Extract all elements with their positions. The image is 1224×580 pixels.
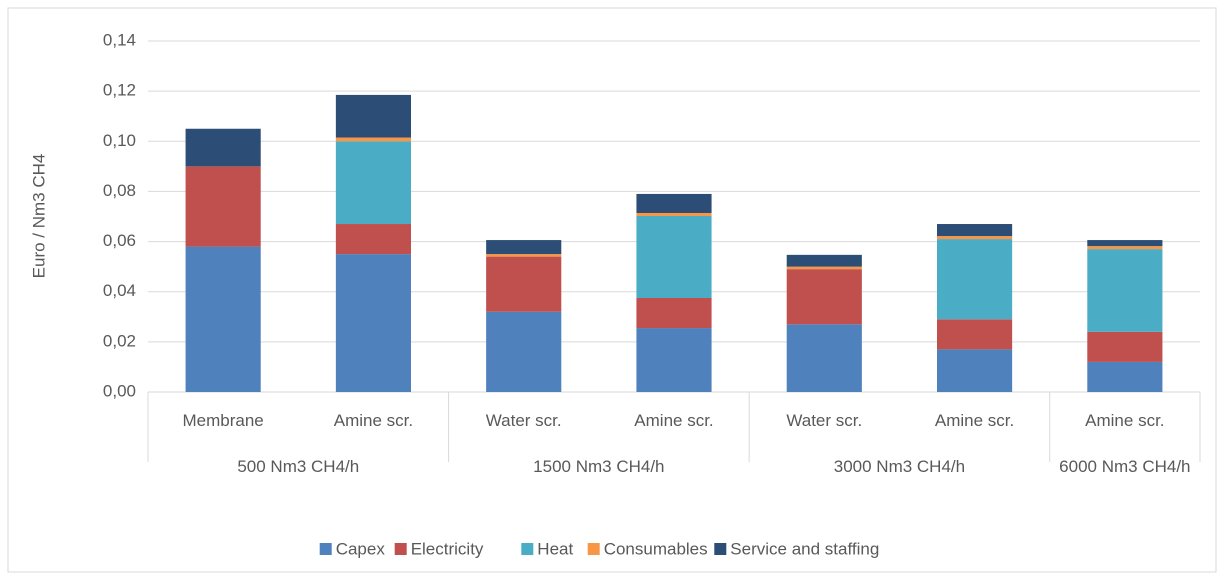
x-tick-label: Amine scr. <box>634 411 714 430</box>
x-tick-label: Amine scr. <box>333 411 414 430</box>
y-tick-label: 0,04 <box>103 281 136 300</box>
legend-swatch <box>714 543 727 555</box>
legend-swatch <box>587 543 600 555</box>
bar-segment <box>786 324 862 392</box>
bar-segment <box>335 254 411 392</box>
legend-label: Electricity <box>411 539 484 558</box>
bar-segment <box>937 236 1013 240</box>
bar-segment <box>185 128 261 167</box>
legend-swatch <box>319 543 332 555</box>
x-tick-label: Amine scr. <box>934 411 1015 430</box>
bar-segment <box>486 311 562 392</box>
legend-swatch <box>394 543 407 555</box>
bar-segment <box>1087 361 1163 392</box>
bar-segment <box>786 254 862 267</box>
bar-segment <box>937 239 1013 320</box>
y-tick-label: 0,02 <box>103 331 136 350</box>
legend-swatch <box>521 543 534 555</box>
bar-segment <box>1087 249 1163 332</box>
group-label: 500 Nm3 CH4/h <box>237 457 360 476</box>
bar-segment <box>335 137 411 142</box>
y-tick-label: 0,12 <box>103 81 136 100</box>
bar-segment <box>185 246 261 392</box>
y-tick-label: 0,08 <box>103 181 136 200</box>
legend-label: Capex <box>336 539 386 558</box>
bar-segment <box>786 269 862 325</box>
bar-segment <box>185 166 261 247</box>
group-label: 1500 Nm3 CH4/h <box>533 457 665 476</box>
chart-border <box>7 7 1217 573</box>
y-tick-label: 0,00 <box>103 381 136 400</box>
bar-segment <box>937 319 1013 350</box>
bar-segment <box>486 254 562 257</box>
bar-segment <box>486 240 562 255</box>
bar-segment <box>636 193 712 213</box>
bar-segment <box>636 212 712 216</box>
y-tick-label: 0,10 <box>103 131 136 150</box>
bar-segment <box>1087 240 1163 247</box>
x-tick-label: Membrane <box>182 411 264 430</box>
legend-label: Consumables <box>604 539 708 558</box>
bar-segment <box>335 224 411 255</box>
legend-label: Heat <box>537 539 573 558</box>
y-tick-label: 0,14 <box>103 30 136 49</box>
bar-segment <box>335 94 411 138</box>
group-label: 6000 Nm3 CH4/h <box>1059 457 1191 476</box>
y-axis-title: Euro / Nm3 CH4 <box>29 154 48 279</box>
y-tick-label: 0,06 <box>103 231 136 250</box>
bar-segment <box>335 141 411 225</box>
legend-label: Service and staffing <box>730 539 879 558</box>
bar-segment <box>636 328 712 392</box>
x-tick-label: Water scr. <box>485 411 562 430</box>
bar-segment <box>937 224 1013 237</box>
bar-segment <box>636 297 712 329</box>
bar-segment <box>937 349 1013 392</box>
bar-segment <box>636 215 712 298</box>
bar-segment <box>1087 331 1163 362</box>
bar-segment <box>1087 246 1163 250</box>
x-tick-label: Amine scr. <box>1085 411 1165 430</box>
bar-segment <box>486 256 562 312</box>
x-tick-label: Water scr. <box>786 411 863 430</box>
group-label: 3000 Nm3 CH4/h <box>833 457 966 476</box>
bar-segment <box>786 266 862 270</box>
